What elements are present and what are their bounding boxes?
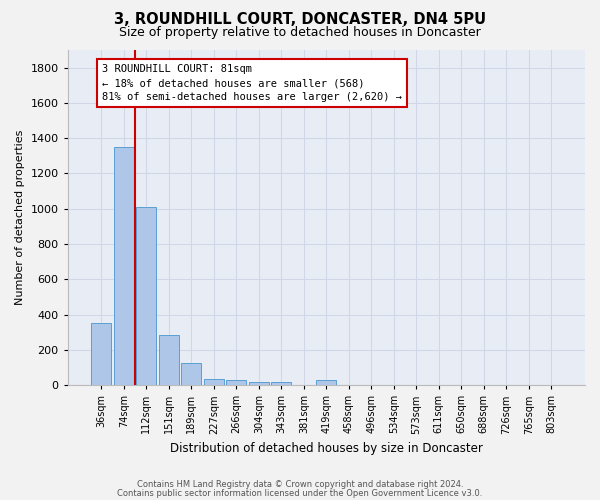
Bar — [91, 324, 112, 385]
Text: 3 ROUNDHILL COURT: 81sqm
← 18% of detached houses are smaller (568)
81% of semi-: 3 ROUNDHILL COURT: 81sqm ← 18% of detach… — [102, 64, 402, 102]
Text: Contains public sector information licensed under the Open Government Licence v3: Contains public sector information licen… — [118, 488, 482, 498]
Text: Contains HM Land Registry data © Crown copyright and database right 2024.: Contains HM Land Registry data © Crown c… — [137, 480, 463, 489]
Bar — [226, 380, 247, 385]
X-axis label: Distribution of detached houses by size in Doncaster: Distribution of detached houses by size … — [170, 442, 483, 455]
Y-axis label: Number of detached properties: Number of detached properties — [15, 130, 25, 306]
Bar — [181, 363, 202, 385]
Bar — [114, 147, 134, 385]
Bar — [204, 379, 224, 385]
Bar — [271, 382, 292, 385]
Bar — [136, 207, 157, 385]
Text: Size of property relative to detached houses in Doncaster: Size of property relative to detached ho… — [119, 26, 481, 39]
Bar — [316, 380, 337, 385]
Bar — [159, 335, 179, 385]
Text: 3, ROUNDHILL COURT, DONCASTER, DN4 5PU: 3, ROUNDHILL COURT, DONCASTER, DN4 5PU — [114, 12, 486, 26]
Bar — [249, 382, 269, 385]
